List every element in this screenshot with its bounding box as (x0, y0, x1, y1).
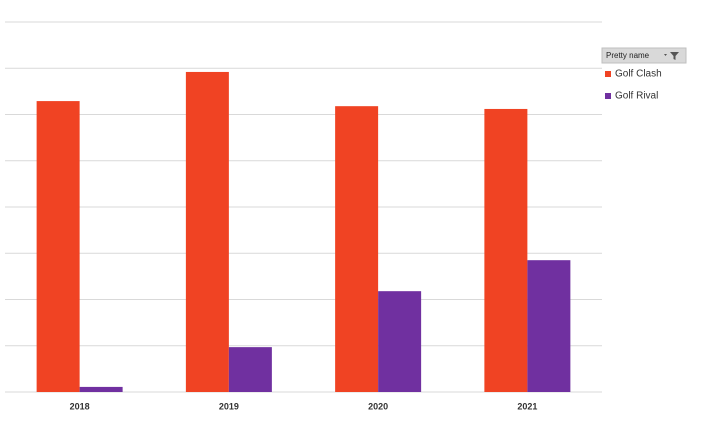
legend-swatch (605, 71, 611, 77)
bar (36, 101, 80, 393)
legend-swatch (605, 93, 611, 99)
bar (185, 71, 229, 392)
bar (378, 291, 422, 392)
legend-label: Golf Rival (615, 91, 658, 102)
x-tick-label: 2019 (219, 401, 239, 411)
bar (335, 106, 379, 393)
legend-label: Golf Clash (615, 69, 662, 80)
bar (484, 108, 528, 392)
filter-icon (664, 52, 679, 60)
bar (79, 386, 123, 392)
legend-filter-button[interactable] (601, 47, 687, 64)
bar (527, 260, 571, 392)
bar (228, 347, 272, 392)
x-tick-label: 2020 (368, 401, 388, 411)
legend-filter[interactable]: Pretty name (601, 47, 687, 64)
x-tick-label: 2018 (70, 401, 90, 411)
x-tick-label: 2021 (517, 401, 537, 411)
legend-title: Pretty name (606, 51, 650, 60)
